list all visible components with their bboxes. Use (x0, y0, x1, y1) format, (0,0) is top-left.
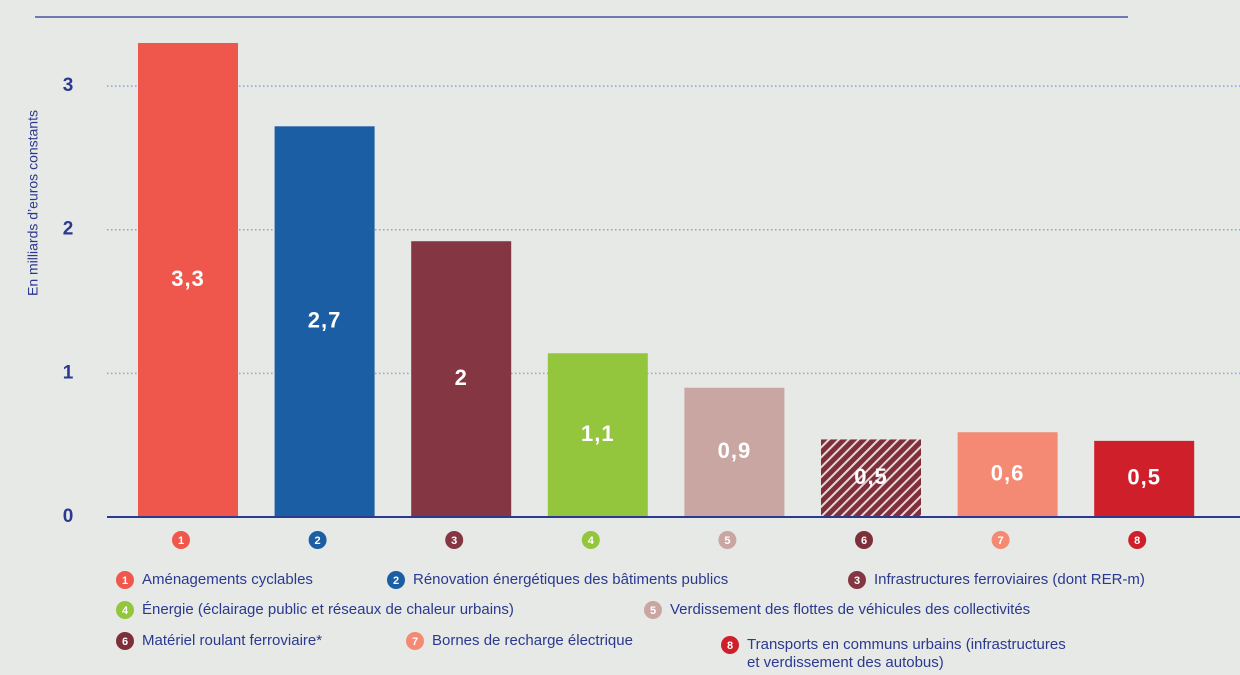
legend-number: 8 (727, 640, 733, 652)
category-badge (718, 531, 737, 549)
legend-swatch (406, 632, 424, 650)
legend-label: Matériel roulant ferroviaire* (142, 632, 322, 649)
category-badge (581, 531, 600, 549)
bar (274, 126, 375, 518)
value-label: 3,3 (171, 266, 205, 291)
x-tick-label: 8 (1134, 535, 1140, 547)
legend-number: 3 (854, 575, 860, 587)
x-tick-label: 7 (998, 535, 1004, 547)
legend-label: et verdissement des autobus) (747, 654, 944, 671)
y-axis-label: En milliards d’euros constants (25, 110, 41, 296)
legend-number: 1 (122, 575, 128, 587)
legend-label: Transports en communs urbains (infrastru… (747, 636, 1066, 653)
legend-label: Verdissement des flottes de véhicules de… (670, 601, 1030, 618)
legend-number: 5 (650, 605, 656, 617)
value-label: 1,1 (581, 421, 615, 446)
x-tick-label: 1 (178, 535, 184, 547)
category-badge (172, 531, 190, 549)
bar (957, 432, 1058, 517)
value-label: 0,6 (991, 460, 1025, 485)
legend-swatch (387, 571, 405, 589)
legend-number: 4 (122, 605, 129, 617)
legend-number: 2 (393, 575, 399, 587)
legend-label: Aménagements cyclables (142, 571, 313, 588)
legend-label: Énergie (éclairage public et réseaux de … (142, 601, 514, 618)
y-tick-label: 2 (63, 219, 74, 240)
legend-number: 7 (412, 636, 418, 648)
category-badge (308, 531, 327, 549)
legend-number: 6 (122, 636, 128, 648)
value-label: 0,9 (718, 438, 752, 463)
category-badge (445, 531, 464, 549)
value-label: 0,5 (854, 464, 888, 489)
x-tick-label: 2 (315, 535, 321, 547)
value-label: 2,7 (308, 307, 342, 332)
legend-swatch (116, 632, 134, 650)
y-tick-label: 1 (63, 362, 74, 383)
value-label: 2 (455, 365, 468, 390)
category-badge (1128, 531, 1147, 549)
bar (138, 43, 238, 517)
bar (684, 387, 785, 517)
legend-swatch (116, 571, 134, 589)
bar (1094, 440, 1195, 517)
legend-label: Rénovation énergétiques des bâtiments pu… (413, 571, 728, 588)
category-badge (991, 531, 1010, 549)
y-tick-label: 3 (63, 75, 74, 96)
bar (821, 439, 921, 517)
x-tick-label: 3 (451, 535, 457, 547)
bar (547, 353, 648, 517)
legend-label: Infrastructures ferroviaires (dont RER-m… (874, 571, 1145, 588)
value-label: 0,5 (1127, 465, 1161, 490)
category-badge (855, 531, 873, 549)
x-tick-label: 6 (861, 535, 867, 547)
legend-label: Bornes de recharge électrique (432, 632, 633, 649)
legend-swatch (848, 571, 866, 589)
legend-swatch (116, 601, 134, 619)
bar (411, 241, 512, 517)
x-tick-label: 5 (724, 535, 730, 547)
y-tick-label: 0 (63, 506, 74, 527)
legend-swatch (721, 636, 739, 654)
x-tick-label: 4 (588, 535, 595, 547)
legend-swatch (644, 601, 662, 619)
